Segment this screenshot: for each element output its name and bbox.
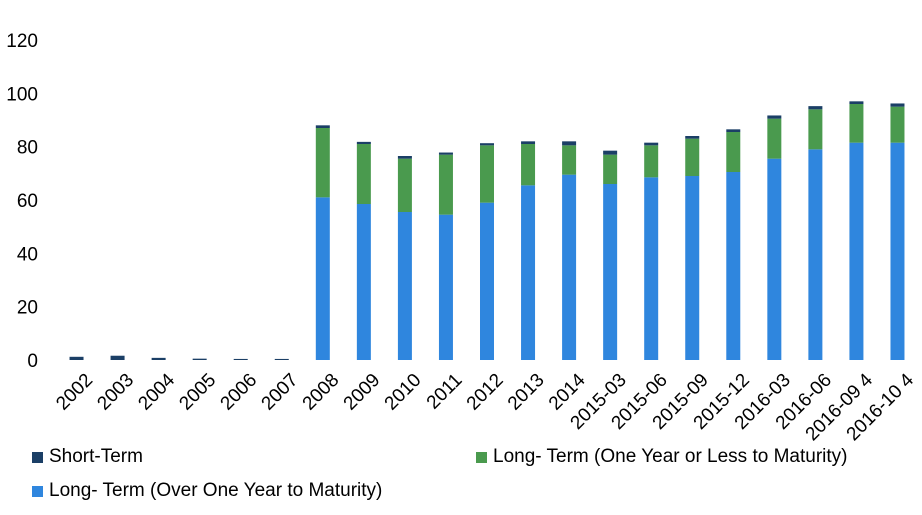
x-tick-label: 2013 [504, 370, 549, 415]
x-tick-label: 2005 [176, 370, 221, 415]
bar-segment [521, 185, 536, 360]
bar-segment [890, 106, 905, 143]
legend-label-long-term-one-year-or-less: Long- Term (One Year or Less to Maturity… [493, 446, 848, 467]
legend-item-short-term: Short-Term [32, 446, 143, 468]
y-tick-label: 120 [6, 31, 38, 52]
legend-label-short-term: Short-Term [49, 446, 143, 467]
bar-segment [397, 212, 412, 360]
bar-segment [644, 145, 659, 178]
y-tick-label: 60 [17, 191, 38, 212]
bar-segment [438, 214, 453, 360]
bar-segment [438, 154, 453, 215]
bar-segment [849, 142, 864, 360]
x-tick-label: 2010 [381, 370, 426, 415]
legend-label-long-term-over-one-year: Long- Term (Over One Year to Maturity) [49, 480, 383, 501]
x-tick-label: 2009 [340, 370, 385, 415]
bar-segment [685, 138, 700, 176]
bar-segment [356, 144, 371, 204]
bar-segment [726, 172, 741, 360]
x-tick-label: 2002 [52, 370, 97, 415]
bar-segment [685, 136, 700, 139]
x-tick-label: 2011 [423, 370, 467, 414]
y-tick-label: 100 [6, 84, 38, 105]
bar-segment [808, 109, 823, 150]
bar-segment [726, 132, 741, 172]
bar-segment [274, 358, 289, 360]
y-tick-label: 0 [27, 351, 38, 372]
bar-segment [521, 141, 536, 144]
x-tick-label: 2012 [463, 370, 508, 415]
bar-segment [480, 145, 494, 203]
y-tick-label: 20 [17, 298, 38, 319]
bar-segment [849, 104, 864, 143]
x-tick-label: 2007 [258, 370, 303, 415]
bar-segment [397, 156, 412, 159]
legend-item-long-term-one-year-or-less: Long- Term (One Year or Less to Maturity… [476, 446, 847, 468]
bar-segment [603, 154, 618, 184]
bar-segment [890, 142, 905, 360]
bar-segment [767, 158, 782, 360]
bar-segment [315, 197, 330, 360]
legend-swatch-short-term [32, 451, 43, 463]
bar-segment [890, 103, 905, 107]
bar-segment [685, 176, 700, 360]
bar-segment [644, 177, 659, 360]
bar-segment [767, 115, 782, 119]
bar-segment [151, 357, 166, 360]
bar-segment [603, 184, 618, 360]
bar-segment [397, 158, 412, 212]
bar-segment [562, 145, 577, 175]
bar-segment [233, 358, 248, 360]
bar-segment [356, 204, 371, 360]
bar-segment [69, 356, 84, 360]
x-tick-label: 2003 [93, 370, 138, 415]
bar-segment [603, 150, 618, 155]
bar-segment [438, 152, 453, 155]
bar-segment [315, 128, 330, 198]
legend-swatch-long-term-one-year-or-less [476, 451, 487, 463]
y-tick-label: 40 [17, 244, 38, 265]
bar-segment [849, 101, 864, 104]
bar-segment [480, 202, 494, 360]
y-tick-label: 80 [17, 138, 38, 159]
x-tick-label: 2008 [299, 370, 344, 415]
x-tick-label: 2004 [134, 369, 179, 414]
bar-segment [808, 149, 823, 360]
bar-segment [356, 141, 371, 144]
bar-segment [480, 143, 494, 146]
x-tick-label: 2006 [217, 370, 262, 415]
bar-segment [644, 142, 659, 146]
bar-segment [767, 118, 782, 159]
bar-segment [315, 125, 330, 128]
bar-segment [562, 174, 577, 360]
bar-segment [110, 355, 125, 360]
bar-segment [726, 129, 741, 132]
bar-segment [192, 358, 207, 360]
legend-item-long-term-over-one-year: Long- Term (Over One Year to Maturity) [32, 480, 382, 502]
bar-segment [808, 106, 823, 110]
bar-segment [521, 144, 536, 186]
bar-segment [562, 141, 577, 146]
legend-swatch-long-term-over-one-year [32, 485, 43, 497]
